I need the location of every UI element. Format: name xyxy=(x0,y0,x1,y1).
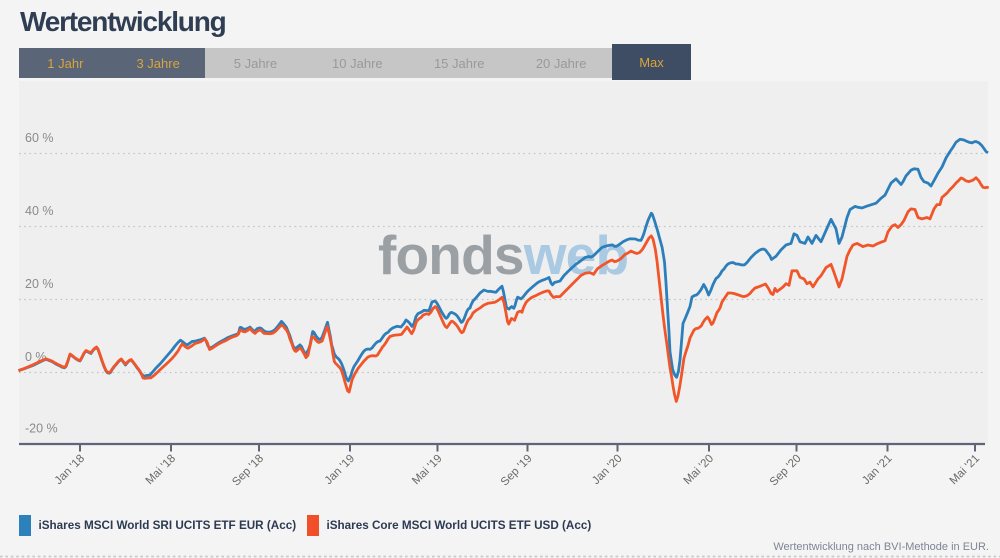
svg-text:Mai '18: Mai '18 xyxy=(144,453,178,487)
svg-text:Jan '18: Jan '18 xyxy=(53,453,87,487)
svg-text:40 %: 40 % xyxy=(25,204,54,218)
svg-text:20 %: 20 % xyxy=(25,277,54,291)
svg-text:Mai '19: Mai '19 xyxy=(410,453,444,487)
svg-text:Jan '21: Jan '21 xyxy=(860,453,894,487)
svg-text:Sep '18: Sep '18 xyxy=(230,453,266,489)
svg-text:-20 %: -20 % xyxy=(25,421,58,435)
svg-text:60 %: 60 % xyxy=(25,131,54,145)
svg-text:Mai '20: Mai '20 xyxy=(682,453,716,487)
svg-text:fondsweb: fondsweb xyxy=(378,224,628,286)
svg-text:Jan '19: Jan '19 xyxy=(323,453,357,487)
svg-text:Sep '19: Sep '19 xyxy=(499,453,535,489)
svg-text:Sep '20: Sep '20 xyxy=(768,453,804,489)
svg-text:Jan '20: Jan '20 xyxy=(590,453,624,487)
svg-text:Mai '21: Mai '21 xyxy=(948,453,982,487)
